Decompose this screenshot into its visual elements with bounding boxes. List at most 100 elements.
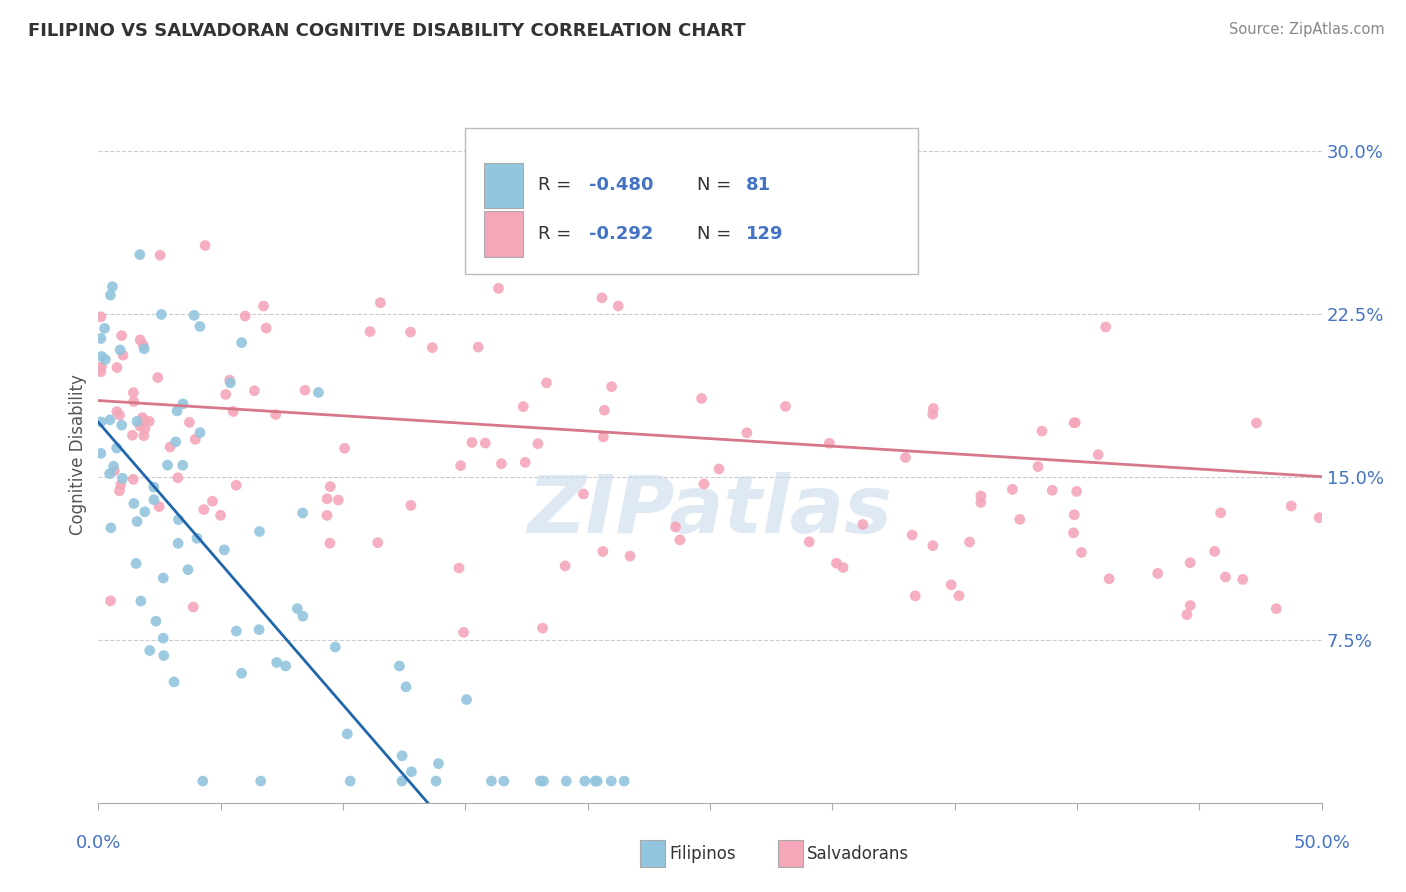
Point <box>453 625 475 640</box>
Point <box>93 321 115 335</box>
Point <box>193 502 215 516</box>
Point <box>201 494 224 508</box>
Point <box>852 517 875 532</box>
Point <box>166 471 188 485</box>
Point <box>222 404 245 418</box>
Point <box>111 418 134 433</box>
Point <box>904 589 927 603</box>
Point <box>152 648 174 663</box>
Point <box>664 520 686 534</box>
Point <box>90 332 112 346</box>
Point <box>1265 601 1288 615</box>
Point <box>388 659 411 673</box>
Point <box>179 415 201 429</box>
Point <box>554 558 576 573</box>
Point <box>291 609 314 624</box>
Point <box>1087 448 1109 462</box>
Point <box>592 430 614 444</box>
Point <box>274 659 297 673</box>
Point <box>583 774 606 789</box>
Point <box>194 238 217 252</box>
Point <box>1215 570 1237 584</box>
Point <box>254 321 277 335</box>
Point <box>125 557 148 571</box>
Point <box>707 462 730 476</box>
Point <box>447 561 470 575</box>
Text: Salvadorans: Salvadorans <box>807 845 910 863</box>
Point <box>101 279 124 293</box>
Point <box>110 477 132 491</box>
Point <box>825 556 848 570</box>
Point <box>100 521 122 535</box>
Point <box>921 407 943 421</box>
Point <box>456 692 478 706</box>
Point <box>1040 483 1063 498</box>
Point <box>1279 499 1302 513</box>
Point <box>939 578 962 592</box>
Point <box>574 774 596 789</box>
Point <box>122 472 145 486</box>
Point <box>177 563 200 577</box>
Point <box>1246 416 1268 430</box>
Point <box>122 385 145 400</box>
Point <box>103 459 125 474</box>
Point <box>308 385 330 400</box>
Point <box>536 376 558 390</box>
Point <box>90 359 112 374</box>
Point <box>1146 566 1168 581</box>
Text: N =: N = <box>696 225 737 243</box>
Point <box>1209 506 1232 520</box>
Text: ZIPatlas: ZIPatlas <box>527 472 893 549</box>
Point <box>129 594 152 608</box>
Point <box>515 455 537 469</box>
Point <box>129 333 152 347</box>
Point <box>399 499 422 513</box>
Point <box>249 524 271 539</box>
Text: 81: 81 <box>745 177 770 194</box>
Text: 129: 129 <box>745 225 783 243</box>
Point <box>922 401 945 416</box>
FancyBboxPatch shape <box>484 211 523 257</box>
Point <box>970 489 993 503</box>
Text: Filipinos: Filipinos <box>669 845 735 863</box>
Point <box>693 477 716 491</box>
Point <box>600 774 623 789</box>
Text: 50.0%: 50.0% <box>1294 834 1350 852</box>
Point <box>167 512 190 526</box>
Point <box>359 325 381 339</box>
Point <box>108 408 131 422</box>
Point <box>467 340 489 354</box>
Point <box>669 533 692 547</box>
Point <box>252 299 274 313</box>
Text: R =: R = <box>537 225 576 243</box>
Point <box>103 464 125 478</box>
Point <box>132 413 155 427</box>
Point <box>1063 508 1085 522</box>
Point <box>132 342 155 356</box>
Point <box>593 403 616 417</box>
Point <box>183 309 205 323</box>
Point <box>121 428 143 442</box>
Point <box>474 436 496 450</box>
Point <box>370 295 392 310</box>
Point <box>613 774 636 789</box>
Point <box>134 422 156 436</box>
Point <box>156 458 179 472</box>
Point <box>209 508 232 523</box>
Point <box>319 536 342 550</box>
Point <box>111 328 134 343</box>
Point <box>111 471 134 485</box>
Y-axis label: Cognitive Disability: Cognitive Disability <box>69 375 87 535</box>
Point <box>529 774 551 789</box>
Point <box>619 549 641 563</box>
Point <box>970 495 993 509</box>
Point <box>894 450 917 465</box>
Point <box>108 343 131 357</box>
Point <box>225 478 247 492</box>
Point <box>592 544 614 558</box>
Point <box>1180 556 1202 570</box>
Point <box>94 352 117 367</box>
Point <box>323 640 346 654</box>
Point <box>188 425 211 440</box>
Point <box>461 435 484 450</box>
